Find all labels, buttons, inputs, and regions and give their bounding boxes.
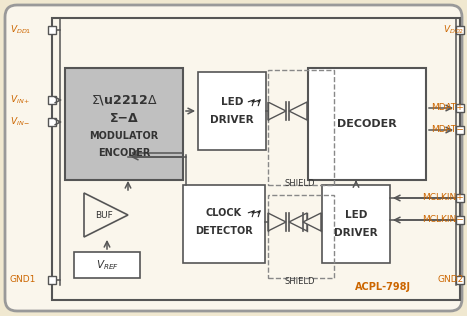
Text: CLOCK: CLOCK (206, 208, 242, 218)
Bar (65, 68, 183, 180)
Text: ENCODER: ENCODER (98, 148, 150, 158)
Text: SHIELD: SHIELD (285, 179, 315, 187)
Bar (74, 252, 140, 278)
Bar (268, 195, 334, 278)
Bar (48, 26, 56, 34)
Text: $V_{IN-}$: $V_{IN-}$ (10, 116, 30, 128)
Text: SHIELD: SHIELD (285, 277, 315, 287)
Bar (48, 276, 56, 284)
Text: $V_{DD2}$: $V_{DD2}$ (443, 24, 464, 36)
Text: MDAT+: MDAT+ (431, 104, 464, 112)
Bar (198, 72, 266, 150)
Text: MODULATOR: MODULATOR (89, 131, 159, 141)
FancyBboxPatch shape (5, 5, 462, 311)
Polygon shape (84, 193, 128, 237)
Text: BUF: BUF (95, 210, 113, 220)
Bar (48, 118, 56, 126)
Text: LED: LED (345, 210, 367, 220)
Text: $V_{DD1}$: $V_{DD1}$ (10, 24, 31, 36)
Polygon shape (268, 102, 286, 120)
Bar (456, 216, 464, 224)
Bar (183, 185, 265, 263)
Bar (456, 26, 464, 34)
Bar (456, 104, 464, 112)
Text: DECODER: DECODER (337, 119, 397, 129)
Polygon shape (289, 213, 307, 231)
Text: ACPL-798J: ACPL-798J (355, 282, 411, 292)
Text: DRIVER: DRIVER (210, 115, 254, 125)
Text: DETECTOR: DETECTOR (195, 226, 253, 236)
Bar (268, 70, 334, 185)
Text: DRIVER: DRIVER (334, 228, 378, 238)
Bar (308, 68, 426, 180)
Text: Σ−Δ: Σ−Δ (110, 112, 138, 125)
Text: MCLKIN−: MCLKIN− (422, 216, 464, 224)
Polygon shape (268, 213, 286, 231)
Text: LED: LED (221, 97, 243, 107)
Bar (322, 185, 390, 263)
Bar (456, 126, 464, 134)
Bar (456, 276, 464, 284)
Text: $\Sigma$\u2212$\Delta$: $\Sigma$\u2212$\Delta$ (91, 93, 157, 107)
Text: MCLKIN+: MCLKIN+ (422, 193, 464, 203)
Bar (48, 96, 56, 104)
Text: $V_{REF}$: $V_{REF}$ (96, 258, 119, 272)
Text: GND1: GND1 (10, 276, 36, 284)
Polygon shape (289, 102, 307, 120)
Text: $V_{IN+}$: $V_{IN+}$ (10, 94, 30, 106)
Bar (456, 194, 464, 202)
Polygon shape (303, 213, 321, 231)
Bar (52, 18, 460, 300)
Text: GND2: GND2 (438, 276, 464, 284)
Text: MDAT−: MDAT− (431, 125, 464, 135)
